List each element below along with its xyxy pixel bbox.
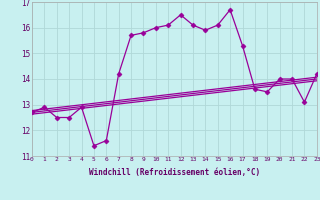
X-axis label: Windchill (Refroidissement éolien,°C): Windchill (Refroidissement éolien,°C)	[89, 168, 260, 177]
